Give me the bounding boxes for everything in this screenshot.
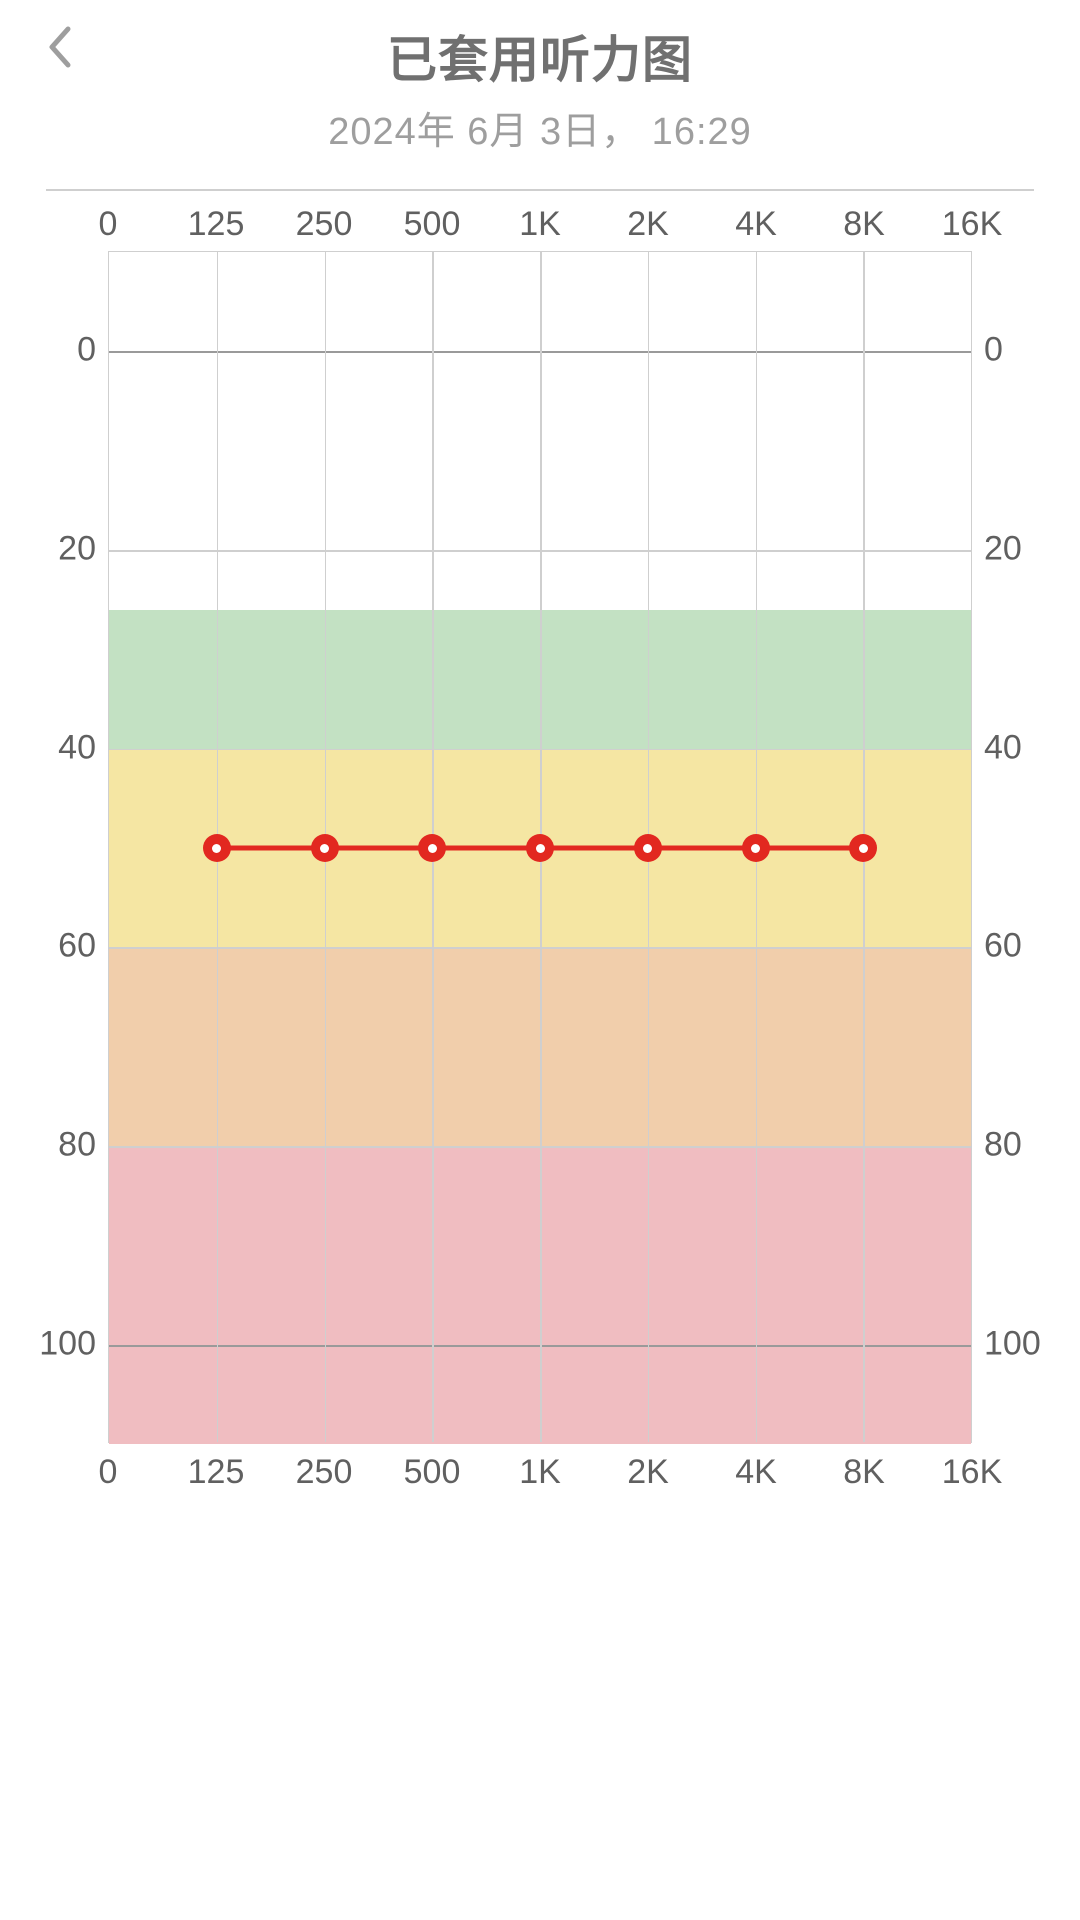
data-point-marker [742, 834, 770, 862]
y-tick-label: 40 [58, 728, 96, 767]
y-tick-label: 0 [984, 331, 1003, 370]
plot-wrap: 020406080100 020406080100 [46, 251, 1034, 1443]
x-tick-label: 125 [188, 1453, 245, 1492]
series-line [540, 846, 648, 851]
y-tick-label: 60 [58, 927, 96, 966]
y-tick-label: 20 [58, 530, 96, 569]
y-tick-label: 80 [984, 1126, 1022, 1165]
header: 已套用听力图 2024年 6月 3日， 16:29 [0, 0, 1080, 173]
y-axis-labels-right: 020406080100 [972, 251, 1034, 1443]
y-tick-label: 80 [58, 1126, 96, 1165]
series-line [432, 846, 540, 851]
y-tick-label: 20 [984, 530, 1022, 569]
x-tick-label: 0 [99, 205, 118, 244]
audiogram-chart: 01252505001K2K4K8K16K 020406080100 02040… [46, 191, 1034, 1499]
series-line [325, 846, 433, 851]
data-point-marker [311, 834, 339, 862]
series-line [756, 846, 864, 851]
x-axis-labels-top: 0 125 250 500 1K 2K 4K 8K 16K [46, 205, 1034, 251]
chevron-left-icon [46, 25, 72, 69]
x-tick-label: 4K [735, 205, 777, 244]
x-tick-label: 500 [404, 205, 461, 244]
x-tick-label: 16K [942, 205, 1003, 244]
x-tick-label: 2K [627, 1453, 669, 1492]
series-line [217, 846, 325, 851]
x-tick-label: 16K [942, 1453, 1003, 1492]
y-tick-label: 100 [39, 1324, 96, 1363]
series-line [648, 846, 756, 851]
x-tick-label: 1K [519, 205, 561, 244]
x-tick-label: 500 [404, 1453, 461, 1492]
y-tick-label: 60 [984, 927, 1022, 966]
plot-area [108, 251, 972, 1443]
y-axis-labels-left: 020406080100 [46, 251, 108, 1443]
data-point-marker [526, 834, 554, 862]
x-tick-label: 8K [843, 1453, 885, 1492]
page-title: 已套用听力图 [387, 20, 693, 92]
x-tick-label: 2K [627, 205, 669, 244]
x-tick-label: 4K [735, 1453, 777, 1492]
x-tick-label: 250 [296, 205, 353, 244]
y-tick-label: 0 [77, 331, 96, 370]
y-tick-label: 40 [984, 728, 1022, 767]
x-tick-label: 1K [519, 1453, 561, 1492]
data-point-marker [418, 834, 446, 862]
page-subtitle: 2024年 6月 3日， 16:29 [328, 100, 752, 155]
x-axis-labels-bottom: 0 125 250 500 1K 2K 4K 8K 16K [46, 1453, 1034, 1499]
data-point-marker [634, 834, 662, 862]
x-tick-label: 250 [296, 1453, 353, 1492]
data-point-marker [203, 834, 231, 862]
y-tick-label: 100 [984, 1324, 1041, 1363]
x-tick-label: 125 [188, 205, 245, 244]
back-button[interactable] [34, 22, 84, 72]
x-tick-label: 8K [843, 205, 885, 244]
data-point-marker [849, 834, 877, 862]
x-tick-label: 0 [99, 1453, 118, 1492]
